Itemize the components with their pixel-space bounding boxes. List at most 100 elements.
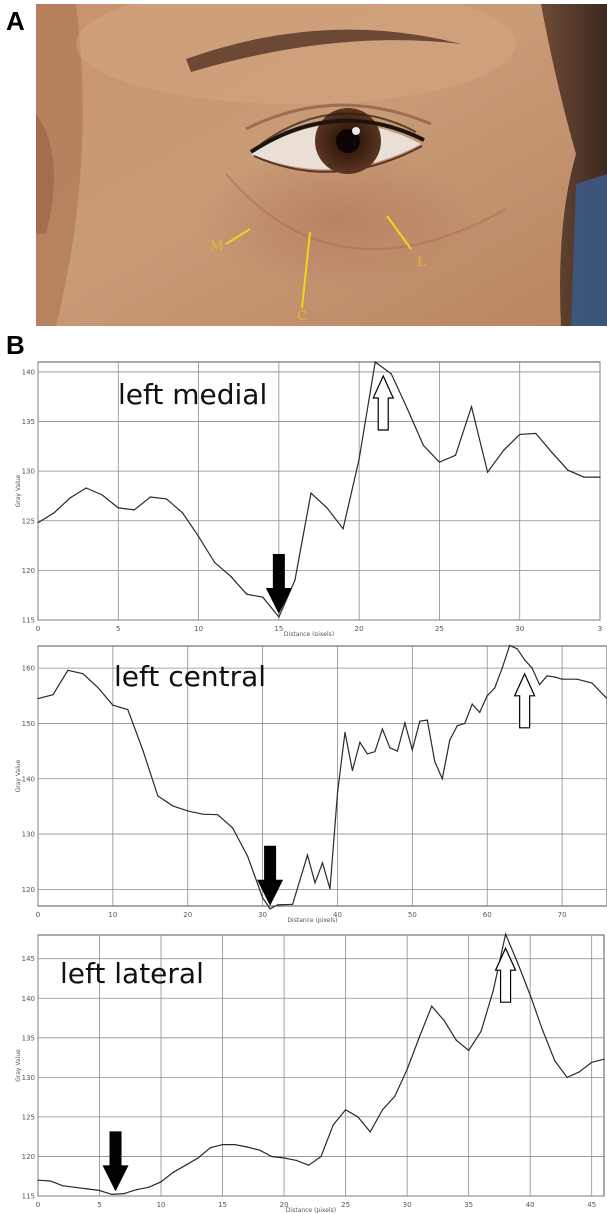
marker-label-central: C bbox=[297, 309, 307, 324]
x-tick-label: 0 bbox=[36, 625, 40, 633]
data-point bbox=[142, 749, 144, 751]
data-point bbox=[529, 994, 531, 996]
x-tick-label: 10 bbox=[157, 1201, 166, 1209]
data-point bbox=[422, 444, 424, 446]
x-tick-label: 20 bbox=[355, 625, 364, 633]
data-point bbox=[308, 1164, 310, 1166]
data-point bbox=[396, 750, 398, 752]
data-point bbox=[37, 1179, 39, 1181]
data-point bbox=[516, 648, 518, 650]
data-point bbox=[541, 1029, 544, 1031]
data-point bbox=[468, 1049, 470, 1052]
data-point bbox=[221, 1143, 224, 1146]
data-point bbox=[117, 507, 119, 509]
data-point bbox=[336, 792, 339, 794]
data-point bbox=[342, 528, 344, 530]
data-point bbox=[165, 498, 168, 500]
x-tick-label: 5 bbox=[97, 1201, 101, 1209]
data-point bbox=[262, 596, 264, 598]
data-point bbox=[404, 722, 406, 724]
data-point bbox=[160, 1181, 162, 1183]
plot-title-medial: left medial bbox=[118, 378, 267, 411]
data-point bbox=[406, 1068, 408, 1071]
data-point bbox=[464, 722, 466, 725]
data-point bbox=[97, 686, 99, 689]
data-point bbox=[431, 1005, 433, 1007]
data-point bbox=[232, 827, 234, 829]
data-point bbox=[411, 749, 413, 751]
y-tick-label: 125 bbox=[22, 517, 35, 525]
x-tick-label: 5 bbox=[116, 625, 120, 633]
peak-arrow-medial bbox=[372, 374, 395, 431]
data-point bbox=[567, 469, 569, 471]
data-point bbox=[524, 659, 526, 661]
data-point bbox=[494, 687, 496, 689]
panel-label-b: B bbox=[6, 330, 25, 360]
data-point bbox=[53, 512, 55, 514]
data-point bbox=[487, 471, 489, 473]
y-tick-label: 160 bbox=[22, 665, 35, 673]
data-point bbox=[321, 862, 324, 864]
data-point bbox=[172, 805, 174, 807]
data-point bbox=[209, 1147, 211, 1149]
data-point bbox=[406, 408, 408, 410]
data-point bbox=[566, 1076, 568, 1078]
y-tick-label: 130 bbox=[22, 468, 35, 476]
x-axis-label: Distance (pixels) bbox=[284, 631, 334, 636]
data-point bbox=[492, 989, 494, 991]
data-point bbox=[345, 1109, 347, 1111]
data-point bbox=[599, 476, 601, 478]
data-point bbox=[86, 1188, 88, 1190]
data-point bbox=[197, 536, 200, 538]
data-point bbox=[283, 1157, 285, 1159]
minimum-arrow-central bbox=[257, 845, 284, 906]
data-point bbox=[351, 769, 354, 772]
data-point bbox=[470, 406, 473, 408]
data-point bbox=[149, 496, 151, 498]
y-tick-label: 130 bbox=[22, 1074, 35, 1082]
x-tick-label: 20 bbox=[183, 911, 192, 919]
panel-label-a: A bbox=[6, 6, 25, 36]
data-point bbox=[449, 739, 451, 741]
data-point bbox=[374, 751, 376, 753]
plot-title-lateral: left lateral bbox=[60, 957, 204, 990]
data-point bbox=[67, 669, 69, 671]
minimum-arrow-medial bbox=[265, 554, 292, 615]
x-tick-label: 0 bbox=[36, 1201, 40, 1209]
data-point bbox=[434, 761, 436, 763]
data-point bbox=[185, 1164, 187, 1166]
data-point bbox=[85, 487, 87, 489]
y-tick-label: 130 bbox=[22, 831, 35, 839]
y-tick-label: 140 bbox=[22, 368, 35, 376]
x-axis-label: Distance (pixels) bbox=[287, 917, 337, 924]
data-point bbox=[381, 1109, 384, 1111]
x-tick-label: 30 bbox=[258, 911, 267, 919]
y-tick-label: 125 bbox=[22, 1113, 35, 1121]
y-tick-label: 115 bbox=[22, 617, 35, 625]
data-point bbox=[271, 1155, 273, 1158]
x-tick-label: 40 bbox=[333, 911, 342, 919]
y-tick-label: 145 bbox=[22, 955, 35, 963]
x-tick-label: 30 bbox=[403, 1201, 412, 1209]
data-point bbox=[234, 1143, 236, 1146]
y-axis-label: Gray Value bbox=[15, 474, 22, 507]
data-point bbox=[358, 458, 360, 460]
y-tick-label: 150 bbox=[22, 720, 35, 728]
x-tick-label: 60 bbox=[483, 911, 492, 919]
data-point bbox=[202, 813, 204, 815]
peak-arrow-central bbox=[513, 672, 536, 729]
x-tick-label: 35 bbox=[464, 1201, 473, 1209]
x-tick-label: 20 bbox=[280, 1201, 289, 1209]
data-point bbox=[443, 1019, 445, 1022]
data-point bbox=[454, 454, 457, 456]
data-point bbox=[501, 667, 503, 669]
y-tick-label: 140 bbox=[22, 775, 35, 783]
data-point bbox=[441, 778, 443, 780]
x-tick-label: 50 bbox=[408, 911, 417, 919]
x-tick-label: 3 bbox=[598, 625, 602, 633]
data-point bbox=[426, 719, 428, 721]
x-tick-label: 25 bbox=[341, 1201, 350, 1209]
x-tick-label: 0 bbox=[36, 911, 40, 919]
data-point bbox=[278, 616, 280, 618]
y-tick-label: 115 bbox=[22, 1193, 35, 1201]
